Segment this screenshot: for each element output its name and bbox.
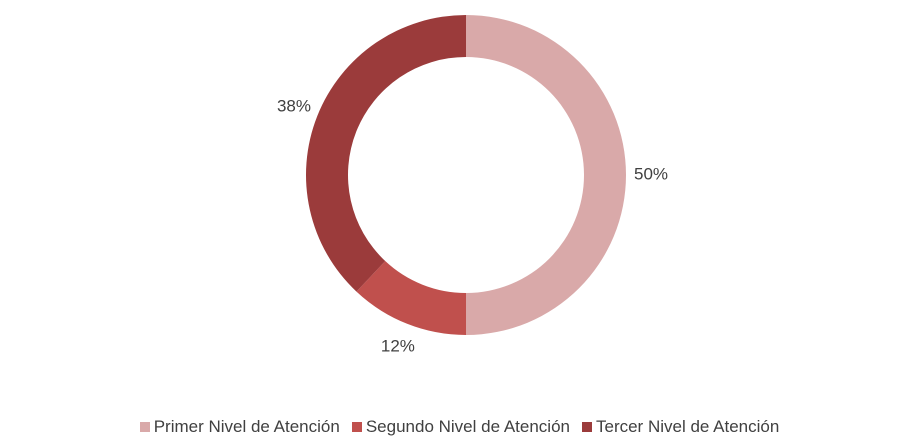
legend-swatch bbox=[351, 422, 362, 432]
legend-item: Tercer Nivel de Atención bbox=[581, 417, 780, 437]
legend-item: Primer Nivel de Atención bbox=[139, 417, 340, 437]
donut-slice bbox=[356, 261, 466, 335]
chart: 50% 12% 38% bbox=[277, 15, 668, 355]
legend-swatch bbox=[581, 422, 592, 432]
legend-label: Segundo Nivel de Atención bbox=[365, 417, 570, 436]
legend: Primer Nivel de Atención Segundo Nivel de… bbox=[0, 417, 919, 437]
legend-swatch bbox=[139, 422, 150, 432]
data-label: 12% bbox=[381, 336, 415, 355]
legend-label: Tercer Nivel de Atención bbox=[595, 417, 780, 436]
data-label: 38% bbox=[277, 96, 311, 115]
legend-label: Primer Nivel de Atención bbox=[153, 417, 340, 436]
donut-slice bbox=[306, 15, 466, 292]
data-label: 50% bbox=[634, 164, 668, 183]
legend-item: Segundo Nivel de Atención bbox=[351, 417, 570, 437]
donut-slice bbox=[466, 15, 626, 335]
